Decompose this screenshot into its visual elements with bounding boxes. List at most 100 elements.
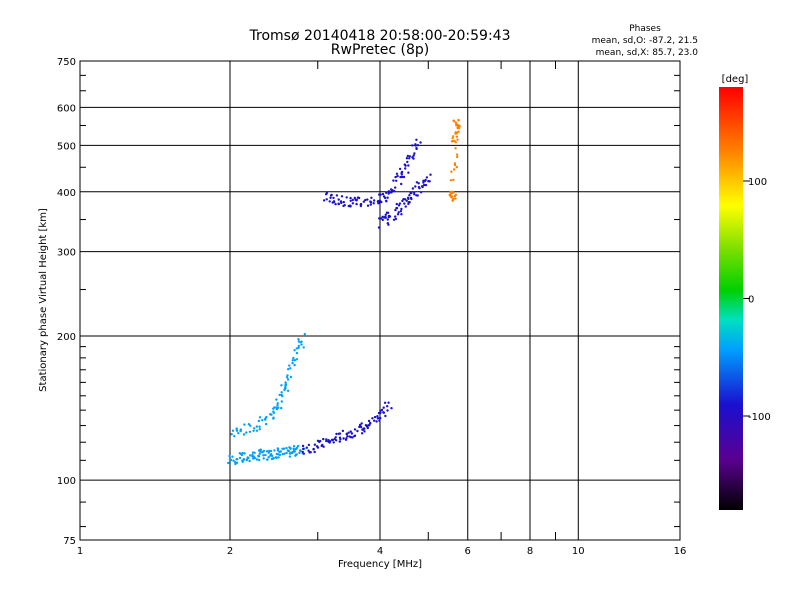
data-point	[349, 430, 352, 433]
data-point	[371, 417, 374, 420]
data-point	[281, 453, 284, 456]
data-point	[457, 130, 460, 133]
data-point	[424, 183, 428, 187]
data-point	[422, 179, 425, 182]
data-point	[267, 451, 270, 454]
data-point	[300, 343, 303, 346]
data-point	[274, 456, 277, 459]
data-point	[235, 458, 238, 461]
data-point	[397, 211, 400, 214]
data-point	[248, 430, 252, 433]
data-point	[258, 458, 261, 462]
data-point	[286, 374, 289, 377]
data-point	[453, 162, 457, 165]
data-point	[295, 358, 299, 361]
data-point	[350, 432, 354, 435]
data-point	[255, 458, 259, 461]
data-point	[335, 439, 338, 442]
data-point	[343, 204, 346, 207]
chart-title: Tromsø 20140418 20:58:00-20:59:43	[249, 28, 511, 44]
data-point	[307, 443, 311, 447]
data-point	[355, 198, 358, 201]
data-point	[235, 427, 238, 430]
data-point	[406, 160, 409, 164]
data-point	[422, 181, 425, 184]
data-point	[454, 193, 458, 196]
data-point	[379, 411, 382, 415]
data-point	[454, 197, 457, 200]
data-point	[404, 167, 407, 170]
data-point	[308, 451, 311, 454]
y-tick-label: 750	[57, 57, 76, 68]
data-point	[377, 226, 381, 229]
data-point	[355, 202, 358, 206]
data-point	[243, 452, 246, 455]
data-point	[285, 451, 288, 455]
data-point	[428, 180, 431, 183]
data-point	[297, 344, 300, 348]
data-point	[302, 346, 305, 349]
data-point	[395, 179, 398, 182]
data-point	[305, 446, 308, 449]
data-point	[313, 443, 317, 446]
data-point	[393, 190, 396, 193]
data-point	[386, 222, 389, 225]
data-point	[299, 341, 302, 344]
x-tick-label: 6	[465, 546, 471, 557]
data-point	[451, 137, 454, 140]
data-point	[289, 367, 292, 370]
data-point	[295, 347, 298, 350]
data-point	[272, 417, 275, 420]
data-point	[449, 179, 453, 182]
data-point	[298, 451, 301, 455]
data-point	[285, 376, 289, 379]
data-point	[255, 425, 259, 428]
data-point	[342, 200, 345, 204]
data-point	[286, 449, 290, 452]
y-tick-label: 200	[57, 332, 76, 343]
data-point	[255, 429, 259, 432]
data-point	[269, 413, 272, 416]
data-point	[302, 447, 305, 451]
data-point	[353, 434, 357, 437]
data-point	[329, 196, 332, 199]
data-point	[247, 423, 251, 426]
y-tick-label: 400	[57, 188, 76, 199]
data-point	[404, 205, 407, 208]
data-point	[403, 202, 406, 205]
data-point	[386, 196, 389, 199]
data-point	[265, 450, 269, 453]
data-point	[276, 404, 279, 407]
data-point	[419, 191, 423, 194]
data-point	[293, 349, 296, 352]
data-point	[303, 332, 306, 336]
data-point	[417, 182, 420, 185]
data-point	[258, 452, 261, 455]
data-point	[386, 218, 389, 221]
data-point	[454, 147, 457, 150]
data-point	[328, 200, 331, 203]
data-point	[372, 202, 375, 205]
data-point	[452, 119, 455, 122]
data-point	[284, 382, 287, 386]
data-point	[415, 181, 419, 184]
data-point	[400, 213, 403, 216]
data-point	[302, 452, 305, 455]
data-point	[415, 138, 418, 141]
data-point	[258, 428, 261, 431]
data-point	[281, 395, 284, 398]
data-point	[237, 432, 240, 435]
data-point	[394, 186, 397, 189]
data-point	[280, 384, 283, 387]
data-point	[367, 419, 371, 423]
data-point	[452, 168, 456, 171]
data-point	[394, 215, 397, 218]
data-point	[345, 196, 348, 199]
data-point	[312, 448, 315, 451]
data-point	[262, 454, 265, 457]
data-point	[380, 408, 384, 412]
data-point	[340, 195, 344, 198]
data-point	[286, 389, 290, 392]
data-point	[233, 435, 236, 438]
